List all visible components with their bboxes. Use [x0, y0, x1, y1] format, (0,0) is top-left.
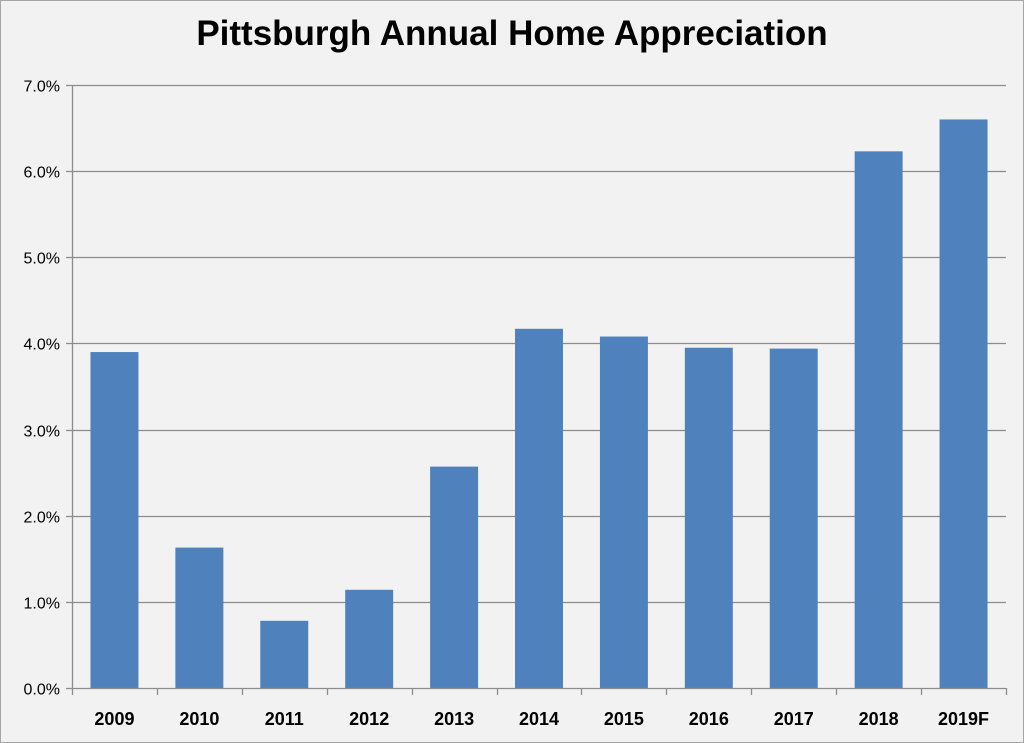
axes	[66, 84, 1008, 695]
x-tick-label: 2011	[265, 709, 304, 729]
x-tick-label: 2019F	[938, 709, 989, 729]
y-tick-label: 1.0%	[24, 596, 60, 613]
bar-2013	[430, 466, 479, 688]
y-tick-labels: 0.0% 1.0% 2.0% 3.0% 4.0% 5.0% 6.0% 7.0%	[24, 79, 60, 699]
y-tick-label: 5.0%	[24, 251, 60, 268]
bar-2010	[175, 547, 224, 688]
x-tick-labels: 2009 2010 2011 2012 2013 2014 2015 2016 2017 2018…	[94, 709, 989, 729]
bar-2018	[854, 151, 903, 688]
x-tick-label: 2014	[519, 709, 559, 729]
y-tick-label: 7.0%	[24, 79, 60, 96]
x-tick-label: 2016	[689, 709, 729, 729]
y-tick-label: 2.0%	[24, 510, 60, 527]
bars	[90, 119, 988, 688]
x-tick-label: 2010	[179, 709, 219, 729]
x-tick-label: 2013	[434, 709, 474, 729]
y-tick-label: 3.0%	[24, 424, 60, 441]
x-tick-label: 2017	[774, 709, 814, 729]
bar-2019F	[939, 119, 988, 688]
y-tick-label: 6.0%	[24, 165, 60, 182]
bar-2016	[684, 347, 733, 688]
x-tick-label: 2009	[94, 709, 134, 729]
y-tick-label: 4.0%	[24, 337, 60, 354]
x-tick-label: 2015	[604, 709, 644, 729]
y-tick-label: 0.0%	[24, 682, 60, 699]
bar-2009	[90, 352, 139, 688]
chart-title: Pittsburgh Annual Home Appreciation	[196, 14, 828, 53]
bar-2011	[260, 620, 309, 688]
bar-2014	[515, 328, 563, 688]
bar-2012	[345, 589, 394, 688]
x-tick-label: 2012	[349, 709, 389, 729]
x-tick-label: 2018	[859, 709, 899, 729]
bar-2017	[769, 348, 818, 688]
bar-2015	[599, 336, 648, 688]
